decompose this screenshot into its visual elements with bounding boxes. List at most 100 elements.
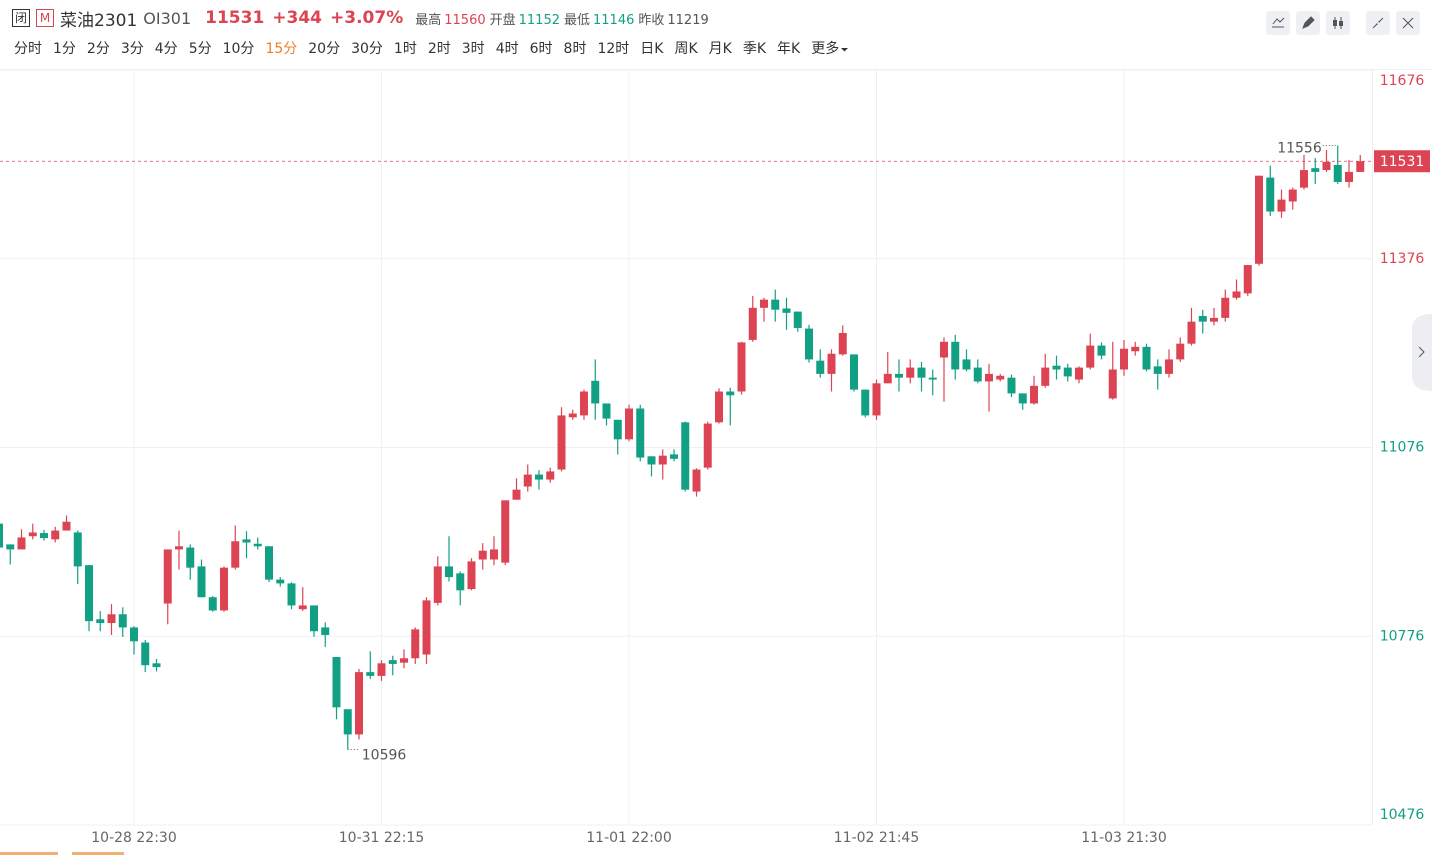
- candle-body: [1165, 359, 1173, 374]
- period-tab[interactable]: 1分: [53, 41, 76, 57]
- period-tab[interactable]: 4分: [154, 41, 178, 57]
- last-price-tag-label: 11531: [1380, 154, 1425, 170]
- candle-body: [310, 605, 318, 632]
- candle-body: [433, 566, 442, 603]
- candle-body: [1142, 346, 1151, 370]
- shrink-button[interactable]: [1366, 11, 1390, 35]
- candle-body: [40, 533, 48, 539]
- change: +344: [272, 8, 323, 28]
- x-tick-label: 11-02 21:45: [834, 830, 919, 846]
- period-tab[interactable]: 12时: [597, 41, 630, 57]
- candle-body: [107, 614, 116, 624]
- period-tab[interactable]: 日K: [640, 41, 664, 57]
- y-tick-label: 11076: [1380, 440, 1425, 456]
- period-tab[interactable]: 周K: [674, 41, 698, 57]
- min-label: 10596: [362, 748, 407, 764]
- period-tab[interactable]: 6时: [529, 41, 553, 57]
- candle-body: [152, 663, 161, 668]
- period-tab[interactable]: 30分: [351, 41, 383, 57]
- candle-body: [6, 544, 15, 550]
- period-tab[interactable]: 年K: [777, 41, 801, 57]
- tool-button[interactable]: [1266, 11, 1290, 35]
- candle-body: [1221, 297, 1230, 318]
- candle-body: [388, 660, 397, 664]
- stat-label: 昨收: [638, 12, 665, 28]
- candle-body: [872, 383, 881, 416]
- candle-body: [737, 342, 746, 392]
- period-tab[interactable]: 3时: [461, 41, 485, 57]
- candle-body: [681, 422, 690, 490]
- candle-body: [883, 373, 892, 384]
- candle-body: [1333, 165, 1342, 182]
- period-tab[interactable]: 4时: [495, 41, 519, 57]
- candle-body: [445, 566, 453, 578]
- candle-body: [220, 567, 228, 611]
- candle-body: [242, 539, 251, 543]
- period-tab[interactable]: 2分: [86, 41, 110, 57]
- candle-body: [636, 408, 645, 458]
- period-tab[interactable]: 月K: [708, 41, 732, 57]
- period-tab[interactable]: 10分: [222, 41, 255, 57]
- candle-body: [703, 423, 712, 468]
- candle-body: [771, 299, 780, 310]
- period-tab[interactable]: 更多: [811, 38, 849, 58]
- tool-button[interactable]: [1326, 11, 1350, 35]
- candle-body: [456, 573, 465, 591]
- candle-body: [377, 663, 386, 676]
- candle-body: [985, 373, 993, 382]
- contract-name: 菜油2301: [60, 10, 138, 31]
- candle-body: [186, 547, 195, 568]
- tool-button[interactable]: [1296, 11, 1320, 35]
- quote-header: 闭 M 菜油2301 OI301 11531 +344 +3.07% 最高 115…: [12, 6, 709, 31]
- stat-label: 最低: [564, 12, 591, 28]
- candle-body: [962, 359, 971, 370]
- last-price: 11531: [205, 8, 265, 28]
- candle-body: [591, 380, 600, 404]
- period-tab[interactable]: 季K: [742, 41, 767, 57]
- candle-body: [175, 546, 183, 550]
- candle-body: [467, 561, 476, 590]
- period-tab[interactable]: 5分: [188, 41, 212, 57]
- candle-body: [28, 532, 37, 537]
- candle-body: [321, 627, 330, 635]
- close-button[interactable]: [1396, 11, 1420, 35]
- contract-code[interactable]: OI301: [143, 8, 192, 28]
- candle-body: [760, 299, 768, 308]
- candle-body: [805, 328, 813, 360]
- period-tab[interactable]: 2时: [427, 41, 451, 57]
- candle-body: [1086, 345, 1095, 368]
- candle-body: [118, 614, 127, 628]
- stat-value: 11219: [667, 12, 709, 28]
- candle-body: [782, 308, 791, 313]
- candle-body: [602, 403, 611, 419]
- candle-body: [1255, 175, 1263, 264]
- candle-body: [1097, 345, 1106, 356]
- period-tab[interactable]: 分时: [14, 41, 42, 57]
- candle-body: [422, 600, 431, 655]
- candle-body: [355, 672, 363, 735]
- candle-body: [523, 474, 532, 487]
- market-badge: M: [36, 9, 54, 27]
- candle-body: [861, 389, 870, 416]
- period-tab[interactable]: 8时: [563, 41, 587, 57]
- candle-body: [1277, 199, 1286, 212]
- side-panel-tab[interactable]: [1412, 314, 1432, 391]
- period-tab[interactable]: 3分: [120, 41, 144, 57]
- candle-body: [343, 709, 352, 735]
- period-tab[interactable]: 1时: [393, 41, 417, 57]
- candle-body: [73, 532, 82, 567]
- candle-body: [1243, 265, 1252, 294]
- candle-body: [816, 360, 825, 374]
- candle-body: [0, 523, 3, 548]
- candle-body: [1041, 367, 1050, 386]
- candle-body: [895, 373, 903, 378]
- candle-body: [726, 391, 735, 396]
- period-tab[interactable]: 15分: [265, 41, 298, 57]
- candle-body: [197, 566, 206, 598]
- candle-body: [1322, 161, 1331, 171]
- period-tab[interactable]: 20分: [308, 41, 341, 57]
- stat-label: 开盘: [489, 12, 516, 28]
- candle-body: [1176, 343, 1185, 360]
- candle-body: [366, 672, 375, 676]
